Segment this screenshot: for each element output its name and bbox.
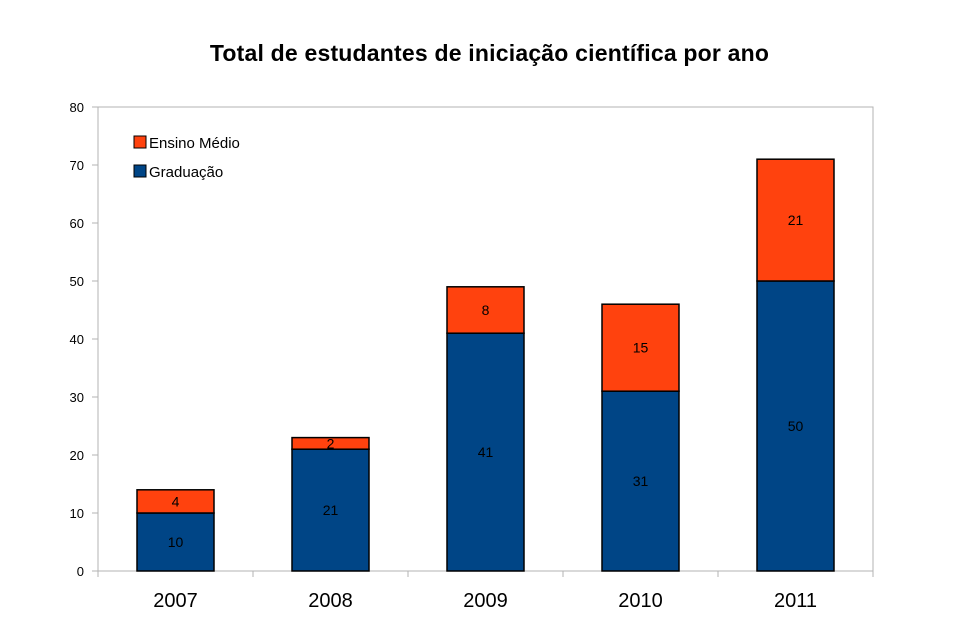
x-tick-label: 2009 xyxy=(463,590,508,612)
data-label: 8 xyxy=(482,302,490,318)
x-tick-label: 2007 xyxy=(153,590,198,612)
y-tick-label: 60 xyxy=(70,216,84,231)
y-tick-label: 30 xyxy=(70,390,84,405)
y-tick-label: 10 xyxy=(70,506,84,521)
bar-segment-ensino-medio xyxy=(136,489,215,514)
bar-segment-ensino-medio xyxy=(756,158,835,282)
data-label: 21 xyxy=(323,502,339,518)
bar-segment-graduacao xyxy=(446,332,525,572)
data-label: 15 xyxy=(633,340,649,356)
chart-data-labels: 10 4 21 2 41 8 31 15 50 21 xyxy=(168,212,804,550)
bar-segment-graduacao xyxy=(291,448,370,572)
chart-legend: Ensino Médio Graduação xyxy=(133,135,240,181)
data-label: 2 xyxy=(327,435,335,451)
data-label: 31 xyxy=(633,473,649,489)
data-label: 21 xyxy=(788,212,804,228)
bar-segment-graduacao xyxy=(756,280,835,572)
chart-title: Total de estudantes de iniciação científ… xyxy=(209,40,770,66)
y-tick-label: 70 xyxy=(70,158,84,173)
y-tick-label: 20 xyxy=(70,448,84,463)
data-label: 10 xyxy=(168,534,184,550)
y-tick-label: 0 xyxy=(77,564,84,579)
x-tick-label: 2011 xyxy=(774,590,817,612)
data-label: 41 xyxy=(478,444,494,460)
bar-segment-graduacao xyxy=(136,512,215,572)
chart-axes: 0 10 20 30 40 50 60 70 80 2007 2008 2009 2010 2011 xyxy=(70,100,874,612)
y-tick-label: 40 xyxy=(70,332,84,347)
y-tick-label: 80 xyxy=(70,100,84,115)
x-tick-label: 2008 xyxy=(308,590,353,612)
bar-segment-ensino-medio xyxy=(601,303,680,392)
bar-segment-ensino-medio xyxy=(291,436,370,450)
y-tick-label: 50 xyxy=(70,274,84,289)
data-label: 4 xyxy=(172,493,180,509)
legend-label: Ensino Médio xyxy=(149,135,240,152)
bar-segment-ensino-medio xyxy=(446,286,525,334)
chart-bars xyxy=(136,158,835,572)
data-label: 50 xyxy=(788,418,804,434)
bar-segment-graduacao xyxy=(601,390,680,572)
legend-label: Graduação xyxy=(149,164,223,181)
x-tick-label: 2010 xyxy=(618,590,663,612)
legend-swatch xyxy=(133,135,147,149)
legend-swatch xyxy=(133,164,147,178)
